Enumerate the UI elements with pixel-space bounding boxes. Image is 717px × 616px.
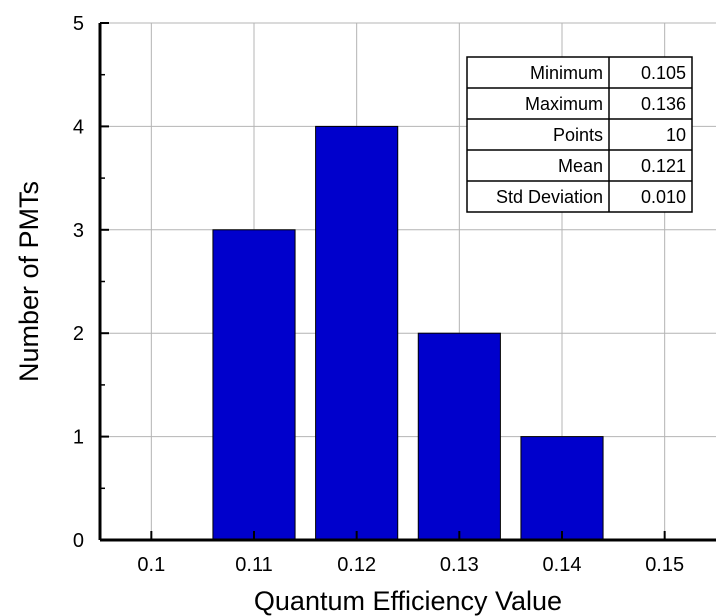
y-tick-label: 3 xyxy=(73,220,84,242)
stats-value: 10 xyxy=(666,125,686,145)
axis-ticks xyxy=(100,22,666,541)
y-axis-title: Number of PMTs xyxy=(14,181,44,382)
x-tick-label: 0.11 xyxy=(235,554,272,576)
bars xyxy=(212,125,604,541)
bar-3 xyxy=(417,332,501,541)
stats-label: Points xyxy=(553,125,603,145)
bar-4 xyxy=(520,436,604,541)
y-tick-label: 1 xyxy=(73,427,84,449)
stats-value: 0.121 xyxy=(641,156,686,176)
bar-2 xyxy=(315,125,399,541)
x-tick-label: 0.15 xyxy=(645,554,684,576)
y-tick-label: 4 xyxy=(73,116,84,138)
bar-1 xyxy=(212,229,296,541)
x-axis-title: Quantum Efficiency Value xyxy=(254,586,562,616)
x-tick-label: 0.13 xyxy=(440,554,479,576)
y-tick-label: 5 xyxy=(73,13,84,35)
stats-label: Mean xyxy=(558,156,603,176)
stats-table: Minimum 0.105 Maximum 0.136 Points 10 Mean 0.12… xyxy=(466,56,693,213)
stats-label: Std Deviation xyxy=(496,187,603,207)
y-tick-label: 2 xyxy=(73,323,84,345)
x-tick-label: 0.14 xyxy=(543,554,582,576)
stats-label: Minimum xyxy=(530,63,603,83)
y-tick-label: 0 xyxy=(73,530,84,552)
stats-table-box xyxy=(466,56,693,213)
x-tick-label: 0.12 xyxy=(337,554,376,576)
tick-labels: 0.1 0.11 0.12 0.13 0.14 0.15 0 1 2 3 4 5 xyxy=(73,13,684,576)
stats-value: 0.136 xyxy=(641,94,686,114)
stats-value: 0.010 xyxy=(641,187,686,207)
stats-label: Maximum xyxy=(525,94,603,114)
stats-value: 0.105 xyxy=(641,63,686,83)
x-tick-label: 0.1 xyxy=(137,554,165,576)
